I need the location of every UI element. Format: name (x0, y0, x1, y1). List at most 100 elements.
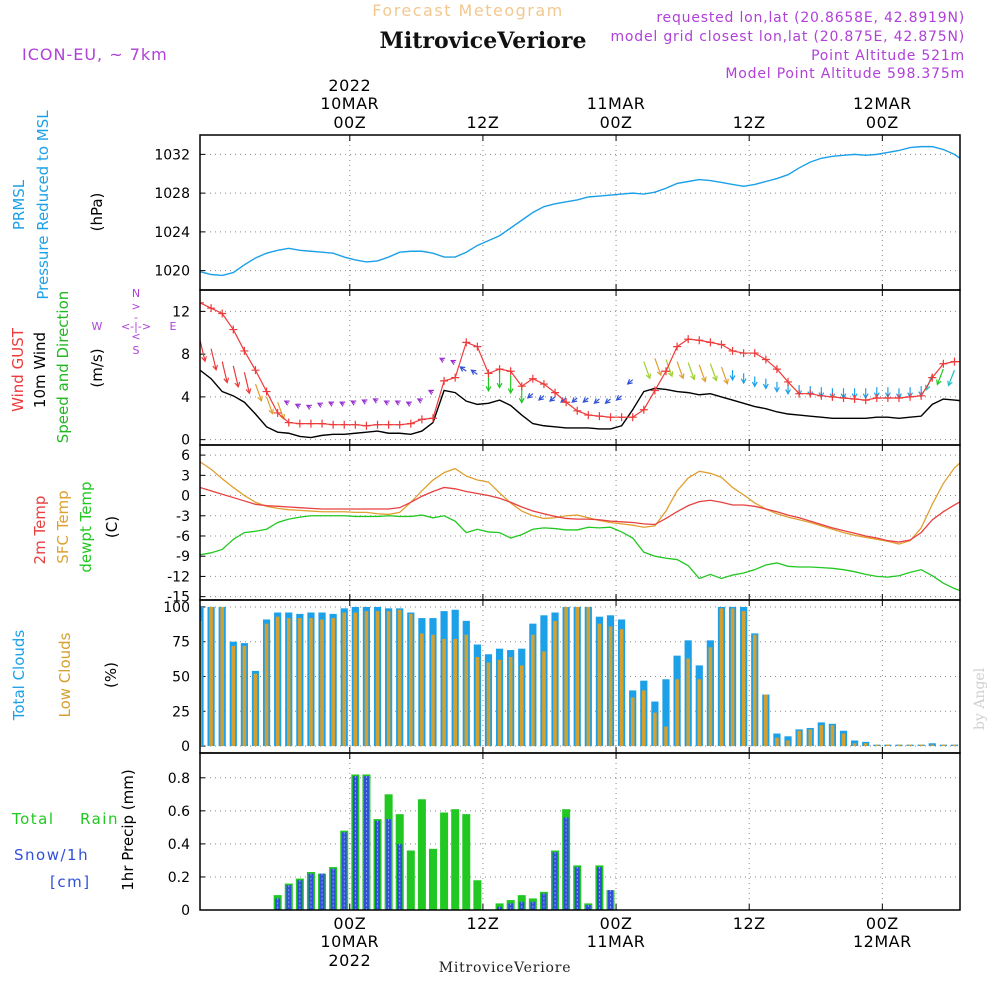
low-cloud-bar (630, 697, 635, 747)
direction-arrow-head (339, 401, 346, 407)
rain-bar (417, 799, 426, 910)
low-cloud-bar (464, 634, 469, 747)
gust-marker (750, 349, 759, 358)
direction-arrow-head (701, 376, 707, 383)
low-cloud-bar (209, 606, 213, 747)
top-date-label: 11MAR (587, 94, 646, 113)
panel-frame (199, 134, 961, 291)
gust-marker (695, 336, 704, 345)
gust-marker (329, 420, 338, 429)
gust-marker (295, 419, 304, 428)
total-cloud-bar (662, 679, 670, 747)
direction-arrow-head (729, 375, 736, 382)
y-tick-label: 0 (181, 903, 190, 919)
direction-arrow-head (678, 373, 685, 380)
direction-arrow-head (223, 377, 230, 384)
bottom-date-label: 10MAR (320, 932, 379, 951)
gust-marker (739, 349, 748, 358)
model-name: ICON-EU, ~ 7km (22, 45, 168, 64)
data-layer (200, 145, 960, 277)
precip-labels: Total Rain Snow/1h [cm] 1hr Precip (mm) (11, 769, 137, 891)
direction-arrow-head (925, 384, 931, 391)
cloud-label-low: Low Clouds (56, 632, 74, 717)
gust-marker (917, 391, 926, 400)
low-cloud-bar (320, 619, 324, 747)
gust-marker (906, 392, 915, 401)
gust-marker (562, 398, 571, 407)
low-cloud-bar (486, 662, 491, 747)
low-cloud-bar (841, 733, 846, 747)
gust-marker (207, 304, 216, 313)
low-cloud-bar (442, 638, 446, 747)
y-tick-label: 0.2 (168, 870, 190, 886)
top-year-label: 2022 (328, 76, 371, 95)
low-cloud-bar (952, 744, 957, 747)
y-tick-label: 75 (172, 635, 190, 651)
rain-bar (428, 848, 437, 910)
y-tick-label: -9 (176, 549, 190, 565)
compass-line-north: > (131, 300, 140, 313)
snow-bar (297, 880, 303, 910)
gust-marker (706, 338, 715, 347)
temp-label-dewpt: dewpt Temp (77, 481, 95, 572)
direction-arrow-head (283, 400, 290, 406)
temp-label-2m: 2m Temp (31, 496, 49, 565)
wind-label-unit: (m/s) (88, 348, 106, 387)
low-cloud-bar (719, 608, 724, 747)
rain-bar (473, 880, 482, 910)
direction-arrow-head (690, 374, 696, 381)
low-cloud-bar (508, 657, 513, 747)
data-layer (200, 298, 960, 439)
gust-marker (617, 413, 626, 422)
direction-arrow-head (438, 357, 446, 363)
wind-label-10m: 10m Wind (31, 332, 49, 408)
temp-label-sfc: SFC Temp (54, 490, 72, 563)
gust-marker (229, 325, 238, 334)
direction-arrow-head (615, 395, 622, 401)
top-time-label: 00Z (333, 113, 366, 132)
data-layer (200, 461, 960, 592)
data-layer (200, 606, 959, 747)
gust-marker (440, 376, 449, 385)
gust-marker (517, 382, 526, 391)
direction-arrow (643, 361, 651, 379)
gust-marker (340, 420, 349, 429)
low-cloud-bar (653, 712, 657, 747)
gust-marker (395, 420, 404, 429)
gust-marker (883, 393, 892, 402)
bottom-time-label: 00Z (600, 914, 633, 933)
low-cloud-bar (364, 611, 369, 747)
low-cloud-bar (309, 618, 313, 747)
low-cloud-bar (497, 659, 502, 747)
low-cloud-bar (675, 679, 679, 747)
low-cloud-bar (886, 744, 890, 747)
low-cloud-bar (608, 626, 613, 747)
gust-marker (717, 340, 726, 349)
low-cloud-bar (564, 606, 568, 747)
station-title: MitroviceVeriore (380, 28, 587, 54)
gust-marker (772, 365, 781, 374)
low-cloud-bar (331, 618, 335, 747)
precip-label-cm: [cm] (50, 873, 91, 891)
gust-marker (584, 411, 593, 420)
direction-arrow-head (294, 403, 301, 409)
low-cloud-bar (797, 730, 801, 747)
gust-marker (950, 357, 959, 366)
model-altitude: Model Point Altitude 598.375m (725, 66, 965, 82)
gust-marker (684, 335, 693, 344)
gust-marker (573, 406, 582, 415)
direction-arrow-head (496, 382, 503, 389)
gust-marker (406, 419, 415, 428)
compass-arrows: <-|-> (121, 320, 151, 333)
gust-marker (551, 388, 560, 397)
low-cloud-bar (664, 726, 668, 747)
gust-marker (417, 415, 426, 424)
direction-arrow (676, 361, 684, 379)
snow-bar (341, 832, 347, 910)
direction-arrow-head (234, 381, 241, 389)
direction-arrow-head (470, 369, 477, 375)
direction-arrow-head (405, 401, 412, 407)
low-cloud-bar (897, 744, 901, 747)
y-tick-label: 100 (163, 600, 190, 616)
snow-bar (319, 873, 325, 910)
